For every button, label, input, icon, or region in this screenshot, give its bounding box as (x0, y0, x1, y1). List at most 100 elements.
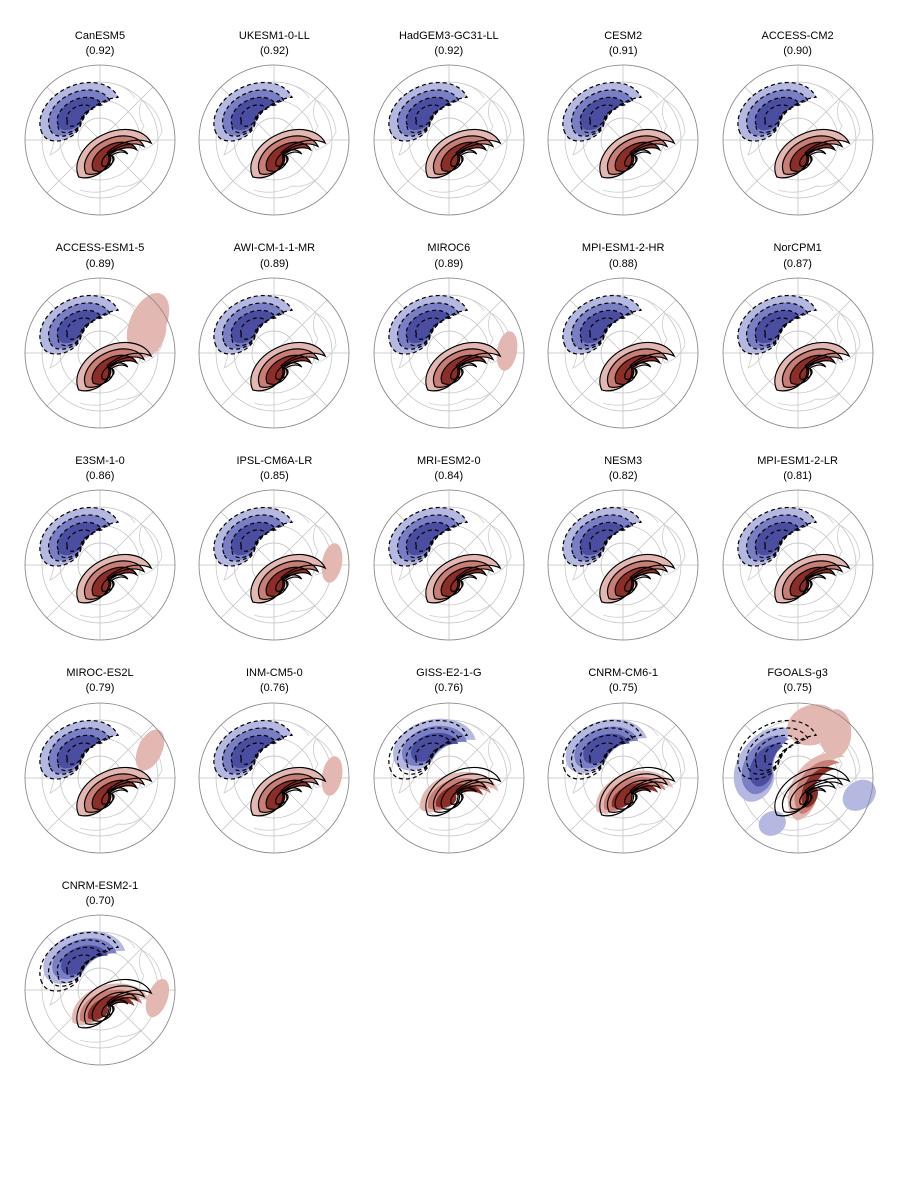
panel-score: (0.75) (543, 682, 703, 695)
panel-plot (20, 60, 180, 220)
panel-model-name: GISS-E2-1-G (369, 667, 529, 680)
panel-score: (0.70) (20, 895, 180, 908)
panel-score: (0.81) (718, 470, 878, 483)
polar-map (194, 273, 354, 433)
polar-map (194, 698, 354, 858)
panel-grid: CanESM5 (0.92) a) UKESM1-0-LL (0.92) b) (20, 30, 880, 1070)
panel: MIROC6 (0.89) h) (369, 242, 529, 432)
panel-score: (0.88) (543, 258, 703, 271)
panel-plot (20, 485, 180, 645)
panel: MIROC-ES2L (0.79) p) (20, 667, 180, 857)
panel-model-name: CanESM5 (20, 30, 180, 43)
panel-plot (194, 273, 354, 433)
panel-score: (0.89) (20, 258, 180, 271)
polar-map (369, 60, 529, 220)
panel-plot (369, 60, 529, 220)
panel: MRI-ESM2-0 (0.84) m) (369, 455, 529, 645)
polar-map (369, 485, 529, 645)
panel-score: (0.91) (543, 45, 703, 58)
polar-map (20, 60, 180, 220)
panel-score: (0.90) (718, 45, 878, 58)
panel-model-name: CESM2 (543, 30, 703, 43)
polar-map (718, 273, 878, 433)
panel-model-name: CNRM-CM6-1 (543, 667, 703, 680)
panel-score: (0.87) (718, 258, 878, 271)
panel-model-name: MPI-ESM1-2-HR (543, 242, 703, 255)
polar-map (20, 698, 180, 858)
polar-map (369, 698, 529, 858)
panel: FGOALS-g3 (0.75) t) (718, 667, 878, 857)
panel-score: (0.82) (543, 470, 703, 483)
panel: MPI-ESM1-2-HR (0.88) i) (543, 242, 703, 432)
panel: GISS-E2-1-G (0.76) r) (369, 667, 529, 857)
panel-model-name: CNRM-ESM2-1 (20, 880, 180, 893)
panel-model-name: MIROC6 (369, 242, 529, 255)
panel-plot (718, 485, 878, 645)
panel-plot (543, 273, 703, 433)
polar-map (718, 60, 878, 220)
polar-map (194, 485, 354, 645)
panel-score: (0.76) (369, 682, 529, 695)
panel-plot (369, 273, 529, 433)
panel: CanESM5 (0.92) a) (20, 30, 180, 220)
panel: CNRM-CM6-1 (0.75) s) (543, 667, 703, 857)
panel: NESM3 (0.82) n) (543, 455, 703, 645)
panel-model-name: UKESM1-0-LL (194, 30, 354, 43)
polar-map (20, 485, 180, 645)
panel-score: (0.92) (20, 45, 180, 58)
panel: UKESM1-0-LL (0.92) b) (194, 30, 354, 220)
panel-plot (194, 60, 354, 220)
panel-score: (0.76) (194, 682, 354, 695)
panel-plot (543, 485, 703, 645)
panel-plot (543, 698, 703, 858)
panel-model-name: ACCESS-CM2 (718, 30, 878, 43)
polar-map (718, 698, 878, 858)
panel-plot (194, 485, 354, 645)
panel: AWI-CM-1-1-MR (0.89) g) (194, 242, 354, 432)
panel: HadGEM3-GC31-LL (0.92) c) (369, 30, 529, 220)
panel-model-name: ACCESS-ESM1-5 (20, 242, 180, 255)
panel: CNRM-ESM2-1 (0.70) u) (20, 880, 180, 1070)
panel-plot (20, 910, 180, 1070)
panel-model-name: IPSL-CM6A-LR (194, 455, 354, 468)
panel: INM-CM5-0 (0.76) q) (194, 667, 354, 857)
polar-map (20, 910, 180, 1070)
panel-score: (0.92) (369, 45, 529, 58)
polar-map (369, 273, 529, 433)
panel-score: (0.86) (20, 470, 180, 483)
panel: ACCESS-ESM1-5 (0.89) f) (20, 242, 180, 432)
panel-model-name: AWI-CM-1-1-MR (194, 242, 354, 255)
panel-plot (718, 698, 878, 858)
panel-plot (369, 485, 529, 645)
panel-model-name: NESM3 (543, 455, 703, 468)
polar-map (194, 60, 354, 220)
panel: IPSL-CM6A-LR (0.85) l) (194, 455, 354, 645)
panel-plot (718, 60, 878, 220)
polar-map (543, 273, 703, 433)
panel-model-name: NorCPM1 (718, 242, 878, 255)
panel-score: (0.89) (369, 258, 529, 271)
panel-plot (543, 60, 703, 220)
panel-score: (0.79) (20, 682, 180, 695)
panel-score: (0.89) (194, 258, 354, 271)
panel-model-name: E3SM-1-0 (20, 455, 180, 468)
panel-model-name: HadGEM3-GC31-LL (369, 30, 529, 43)
panel-model-name: MPI-ESM1-2-LR (718, 455, 878, 468)
panel-score: (0.75) (718, 682, 878, 695)
polar-map (543, 485, 703, 645)
panel-score: (0.85) (194, 470, 354, 483)
panel-model-name: INM-CM5-0 (194, 667, 354, 680)
panel-plot (20, 698, 180, 858)
panel-plot (194, 698, 354, 858)
polar-map (543, 60, 703, 220)
panel-score: (0.84) (369, 470, 529, 483)
polar-map (543, 698, 703, 858)
panel: MPI-ESM1-2-LR (0.81) o) (718, 455, 878, 645)
panel-plot (369, 698, 529, 858)
polar-map (20, 273, 180, 433)
panel: E3SM-1-0 (0.86) k) (20, 455, 180, 645)
panel-model-name: MIROC-ES2L (20, 667, 180, 680)
panel-plot (718, 273, 878, 433)
panel-score: (0.92) (194, 45, 354, 58)
panel-model-name: FGOALS-g3 (718, 667, 878, 680)
